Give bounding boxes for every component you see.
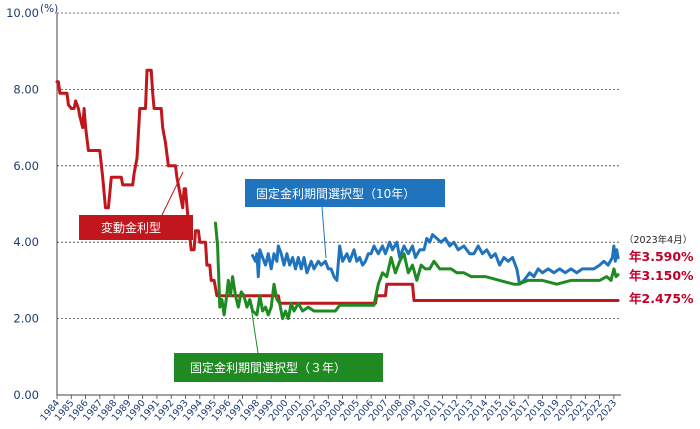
y-tick-label: 0.00 (13, 388, 39, 402)
label-floating: 変動金利型 (79, 215, 193, 240)
label-floating-box (79, 215, 193, 240)
y-axis: 0.00 2.00 4.00 6.00 8.00 10.00 (6, 6, 58, 402)
label-10y-text: 固定金利期間選択型（10年） (256, 186, 415, 201)
annotation-date: （2023年4月） (624, 234, 692, 246)
series-line-2 (214, 221, 620, 321)
end-value-floating: 年2.475% (629, 291, 694, 306)
y-tick-label: 2.00 (13, 312, 39, 326)
label-3y-leader (249, 299, 259, 354)
y-tick-label: 6.00 (13, 159, 39, 173)
x-axis: 1984198519861987198819891990199119921993… (38, 394, 621, 423)
label-3y-text: 固定金利期間選択型（３年） (190, 360, 346, 375)
series-lines (55, 68, 620, 321)
y-unit-label: (%) (40, 3, 58, 15)
y-tick-label: 8.00 (13, 82, 39, 96)
y-tick-label: 10.00 (6, 6, 39, 20)
y-tick-label: 4.00 (13, 235, 39, 249)
end-value-3y: 年3.150% (629, 268, 694, 283)
label-10y: 固定金利期間選択型（10年） (245, 179, 445, 207)
series-line-0 (55, 68, 620, 305)
label-3y: 固定金利期間選択型（３年） (174, 353, 383, 382)
label-10y-box (245, 179, 445, 207)
label-10y-leader (321, 206, 327, 259)
label-3y-box (174, 353, 383, 382)
end-value-10y: 年3.590% (629, 249, 694, 264)
label-floating-text: 変動金利型 (101, 220, 161, 235)
series-line-1 (251, 233, 620, 286)
label-floating-leader (161, 171, 184, 216)
